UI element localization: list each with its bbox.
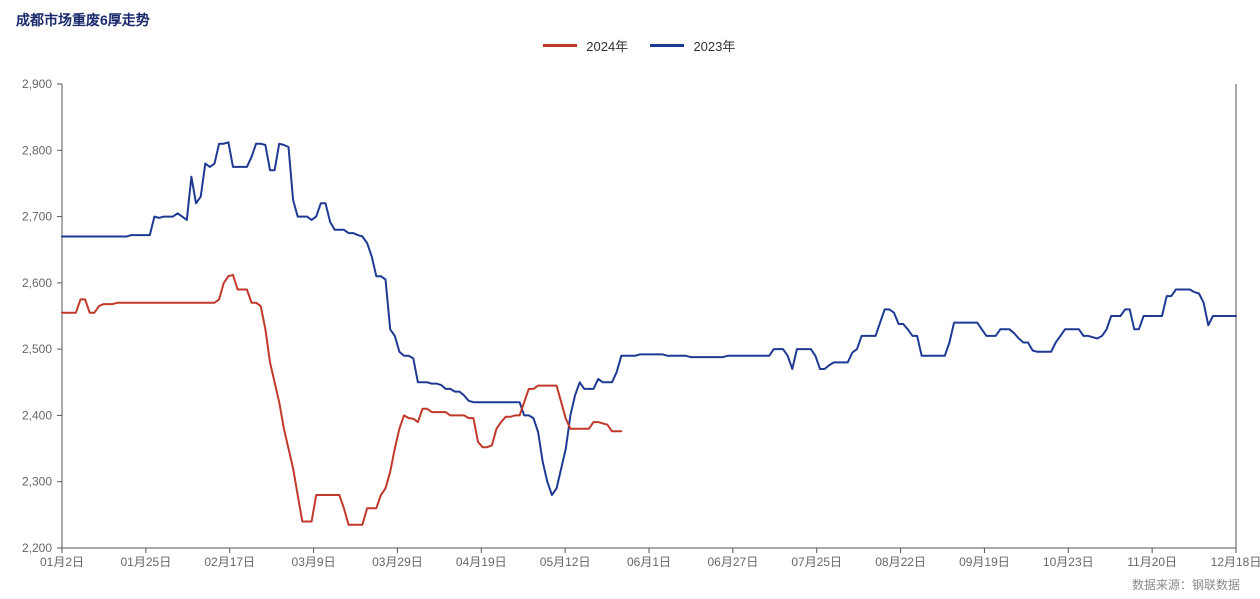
svg-text:2,300: 2,300 xyxy=(22,475,52,489)
svg-text:01月25日: 01月25日 xyxy=(121,555,172,569)
svg-text:01月2日: 01月2日 xyxy=(40,555,84,569)
svg-text:02月17日: 02月17日 xyxy=(204,555,255,569)
svg-text:03月9日: 03月9日 xyxy=(292,555,336,569)
svg-text:2,500: 2,500 xyxy=(22,342,52,356)
svg-text:10月23日: 10月23日 xyxy=(1043,555,1094,569)
svg-text:2,200: 2,200 xyxy=(22,541,52,555)
svg-text:2,700: 2,700 xyxy=(22,210,52,224)
svg-text:08月22日: 08月22日 xyxy=(875,555,926,569)
svg-text:09月19日: 09月19日 xyxy=(959,555,1010,569)
line-chart: 2,200 2,300 2,400 2,500 2,600 2,700 2,800 2,900… xyxy=(0,0,1260,599)
svg-text:04月19日: 04月19日 xyxy=(456,555,507,569)
svg-text:2,600: 2,600 xyxy=(22,276,52,290)
svg-text:06月1日: 06月1日 xyxy=(627,555,671,569)
svg-text:2,400: 2,400 xyxy=(22,408,52,422)
svg-text:05月12日: 05月12日 xyxy=(540,555,591,569)
svg-text:07月25日: 07月25日 xyxy=(791,555,842,569)
svg-text:06月27日: 06月27日 xyxy=(708,555,759,569)
svg-text:03月29日: 03月29日 xyxy=(372,555,423,569)
svg-text:12月18日: 12月18日 xyxy=(1211,555,1260,569)
svg-text:2,900: 2,900 xyxy=(22,77,52,91)
svg-text:11月20日: 11月20日 xyxy=(1127,555,1177,569)
svg-text:2,800: 2,800 xyxy=(22,143,52,157)
data-source-label: 数据来源：钢联数据 xyxy=(1132,576,1240,593)
